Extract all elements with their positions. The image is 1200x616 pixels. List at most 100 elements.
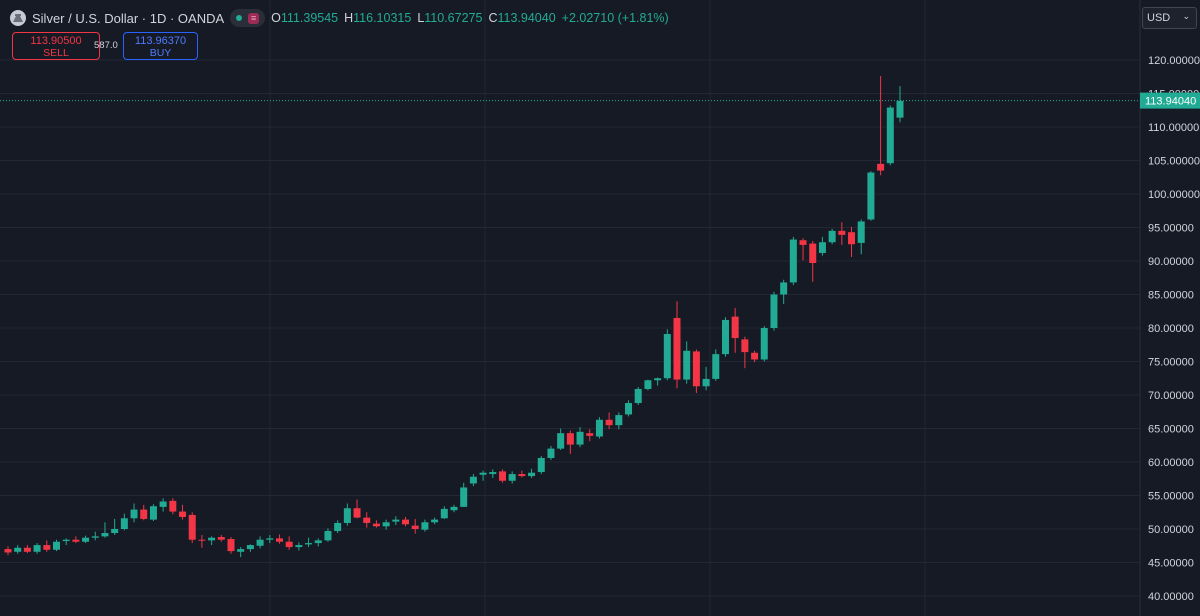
symbol-title[interactable]: Silver / U.S. Dollar · 1D · OANDA	[32, 10, 225, 26]
y-tick-label: 55.00000	[1148, 491, 1194, 503]
ohlc-values: O111.39545 H116.10315 L110.67275 C113.94…	[271, 11, 669, 25]
currency-value: USD	[1147, 12, 1171, 24]
candle-body	[634, 388, 642, 404]
candle-body	[149, 506, 157, 520]
last-price-label: 113.94040	[1145, 96, 1196, 108]
candles	[4, 76, 904, 558]
last-price-badge	[1140, 92, 1200, 109]
candle-body	[227, 539, 235, 552]
y-tick-label: 60.00000	[1148, 457, 1194, 469]
currency-select[interactable]: USD ⌄	[1142, 7, 1197, 29]
y-tick-label: 85.00000	[1148, 290, 1194, 302]
candle-body	[23, 547, 31, 552]
y-tick-label: 110.00000	[1148, 122, 1199, 134]
silver-icon	[10, 10, 26, 26]
candle-body	[751, 352, 759, 360]
candle-body	[275, 538, 283, 542]
candle-body	[683, 350, 691, 380]
candle-body	[188, 514, 196, 540]
candle-body	[673, 317, 681, 380]
candle-body	[353, 508, 361, 518]
buy-label: BUY	[149, 47, 172, 59]
candle-body	[828, 230, 836, 243]
candle-body	[285, 541, 293, 548]
candle-body	[809, 243, 817, 264]
candle-body	[256, 539, 264, 546]
y-tick-label: 100.00000	[1148, 189, 1200, 201]
candle-body	[576, 431, 584, 445]
y-tick-label: 50.00000	[1148, 524, 1194, 536]
candle-body	[33, 545, 41, 552]
candle-body	[838, 230, 846, 235]
y-tick-label: 45.00000	[1148, 558, 1194, 570]
chart-header: Silver / U.S. Dollar · 1D · OANDA ≡ O111…	[10, 8, 669, 28]
candle-body	[654, 378, 662, 381]
candle-body	[595, 419, 603, 437]
candle-body	[566, 433, 574, 445]
candle-body	[324, 531, 332, 541]
candle-body	[528, 472, 536, 477]
candle-body	[111, 529, 119, 534]
candle-body	[712, 354, 720, 379]
y-tick-label: 75.00000	[1148, 357, 1194, 369]
sell-label: SELL	[43, 47, 69, 59]
candle-body	[237, 549, 245, 552]
candle-body	[547, 448, 555, 458]
candle-body	[363, 517, 371, 523]
candle-body	[4, 549, 12, 553]
low-value: 110.67275	[424, 11, 483, 25]
chevron-down-icon: ⌄	[1182, 11, 1190, 21]
candle-body	[411, 525, 419, 529]
open-value: 111.39545	[280, 11, 339, 25]
sell-price: 113.90500	[30, 35, 82, 47]
change-value: +2.02710 (+1.81%)	[561, 11, 669, 25]
candle-body	[789, 239, 797, 283]
candle-body	[692, 351, 700, 387]
candle-body	[140, 509, 148, 519]
candle-body	[857, 221, 865, 243]
candle-body	[489, 472, 497, 475]
candle-body	[305, 543, 313, 545]
candle-body	[702, 378, 710, 387]
candle-body	[246, 545, 254, 550]
candle-body	[101, 533, 109, 537]
candle-body	[818, 242, 826, 253]
sell-button[interactable]: 113.90500 SELL	[12, 32, 100, 60]
candle-body	[372, 523, 380, 527]
candle-body	[159, 501, 167, 507]
candle-body	[644, 380, 652, 389]
chart-grid	[0, 0, 1140, 616]
y-tick-label: 80.00000	[1148, 323, 1194, 335]
candle-body	[770, 294, 778, 328]
candle-body	[402, 519, 410, 525]
candle-body	[450, 506, 458, 511]
candle-body	[721, 319, 729, 355]
market-open-dot-icon	[236, 15, 243, 21]
y-tick-label: 105.00000	[1148, 156, 1200, 168]
candle-body	[557, 433, 565, 449]
candle-body	[508, 474, 516, 481]
candle-body	[431, 519, 439, 523]
candle-body	[198, 539, 206, 541]
y-tick-label: 120.00000	[1148, 55, 1200, 67]
candle-body	[896, 100, 904, 118]
candle-body	[217, 537, 225, 540]
market-status[interactable]: ≡	[230, 9, 266, 27]
candle-body	[440, 508, 448, 519]
y-tick-label: 90.00000	[1148, 256, 1194, 268]
candle-body	[867, 172, 875, 220]
candle-body	[586, 433, 594, 436]
candle-body	[460, 487, 468, 507]
candle-body	[52, 541, 60, 550]
y-tick-label: 65.00000	[1148, 424, 1194, 436]
y-tick-label: 95.00000	[1148, 223, 1194, 235]
buy-button[interactable]: 113.96370 BUY	[123, 32, 198, 60]
candle-body	[877, 163, 885, 171]
candle-body	[62, 539, 70, 542]
candle-body	[421, 522, 429, 530]
candle-body	[392, 519, 400, 522]
candle-body	[605, 419, 613, 426]
candle-body	[82, 537, 90, 542]
